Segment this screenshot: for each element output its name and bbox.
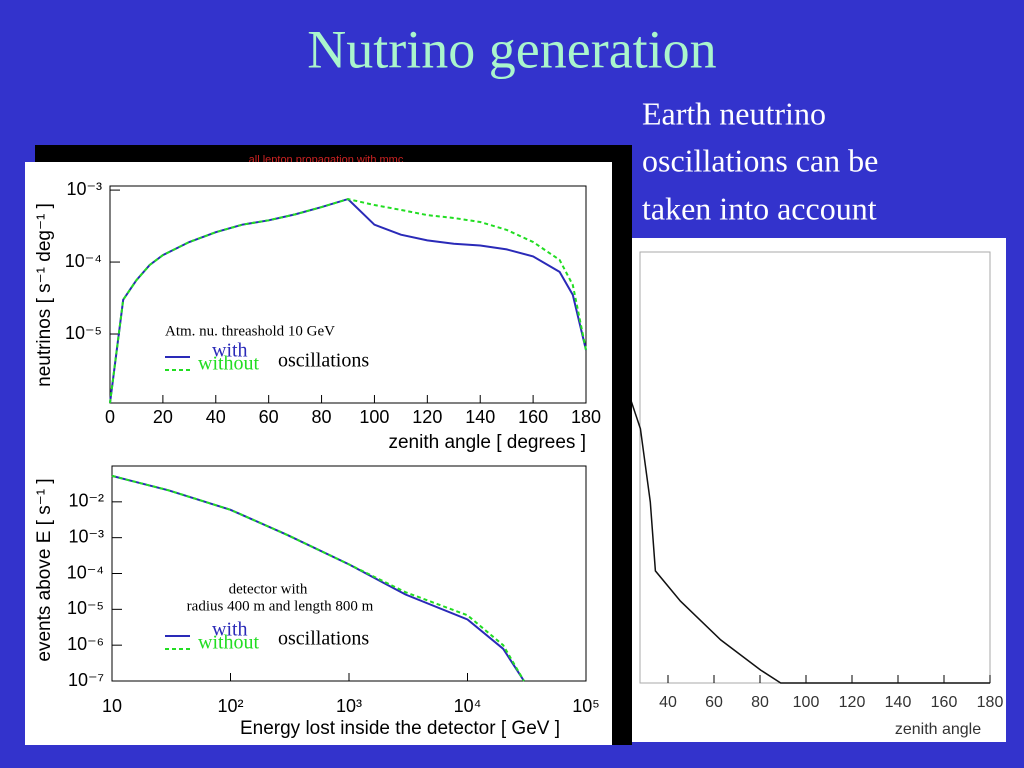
x-tick-label: 40 (659, 694, 677, 711)
x-tick-label: 10⁵ (572, 696, 599, 716)
y-tick-label: 10⁻⁷ (68, 670, 104, 690)
x-tick-label: 140 (885, 694, 912, 711)
x-axis-label: zenith angle [ degrees ] (388, 432, 586, 453)
legend-note: oscillations (278, 628, 369, 650)
y-tick-label: 10⁻⁵ (67, 598, 104, 618)
annotation: Atm. nu. threashold 10 GeV (165, 323, 335, 339)
x-tick-label: 160 (931, 694, 958, 711)
x-tick-label: 10³ (336, 696, 362, 716)
back-chart: 40 60 80 100 120 140 160 180 zenith angle (629, 398, 1004, 738)
y-axis-label: neutrinos [ s⁻¹ deg⁻¹ ] (34, 203, 55, 387)
front-panel (25, 162, 612, 745)
y-tick-label: 10⁻⁴ (65, 251, 102, 271)
x-tick-label: 60 (705, 694, 723, 711)
plot-frame (109, 185, 587, 404)
x-tick-label: 100 (793, 694, 820, 711)
x-tick-label: 100 (359, 407, 389, 427)
x-tick-label: 40 (206, 407, 226, 427)
y-tick-label: 10⁻⁶ (67, 634, 104, 654)
annotation: detector with (229, 581, 308, 597)
x-tick-label: 120 (412, 407, 442, 427)
x-tick-label: 10² (217, 696, 243, 716)
legend-label: without (198, 353, 260, 375)
x-tick-label: 160 (518, 407, 548, 427)
x-tick-label: 0 (105, 407, 115, 427)
series-line (111, 474, 525, 682)
slide-title: Nutrino generation (307, 19, 716, 79)
x-axis-label: Energy lost inside the detector [ GeV ] (240, 718, 560, 739)
x-tick-label: 10 (102, 696, 122, 716)
y-axis-label: events above E [ s⁻¹ ] (34, 478, 55, 661)
back-chart-panel (630, 238, 1006, 742)
x-tick-label: 140 (465, 407, 495, 427)
body-text: oscillations can be (642, 142, 878, 178)
legend-label: with (212, 619, 248, 641)
x-tick-label: 80 (751, 694, 769, 711)
x-axis-label: zenith angle (895, 721, 981, 738)
y-tick-label: 10⁻² (68, 491, 104, 511)
x-tick-label: 120 (839, 694, 866, 711)
series-line (109, 198, 587, 404)
legend-note: oscillations (278, 350, 369, 372)
x-tick-label: 60 (259, 407, 279, 427)
y-tick-label: 10⁻⁵ (65, 323, 102, 343)
body-text: Earth neutrino (642, 95, 826, 131)
y-tick-label: 10⁻³ (68, 526, 104, 546)
front-charts: 0 20 40 60 80 100 120 140 160 180 10⁻³ 10⁻⁴ 10⁻⁵ zeni… (34, 179, 601, 739)
x-tick-label: 20 (153, 407, 173, 427)
body-text: taken into account (642, 190, 877, 226)
legend-label: with (212, 340, 248, 362)
series-line (629, 398, 990, 684)
x-tick-label: 180 (977, 694, 1004, 711)
x-tick-label: 10⁴ (454, 696, 482, 716)
x-tick-label: 180 (571, 407, 601, 427)
x-tick-label: 80 (312, 407, 332, 427)
y-tick-label: 10⁻⁴ (67, 562, 104, 582)
annotation: radius 400 m and length 800 m (187, 598, 374, 614)
y-tick-label: 10⁻³ (66, 179, 102, 199)
legend-label: without (198, 632, 260, 654)
